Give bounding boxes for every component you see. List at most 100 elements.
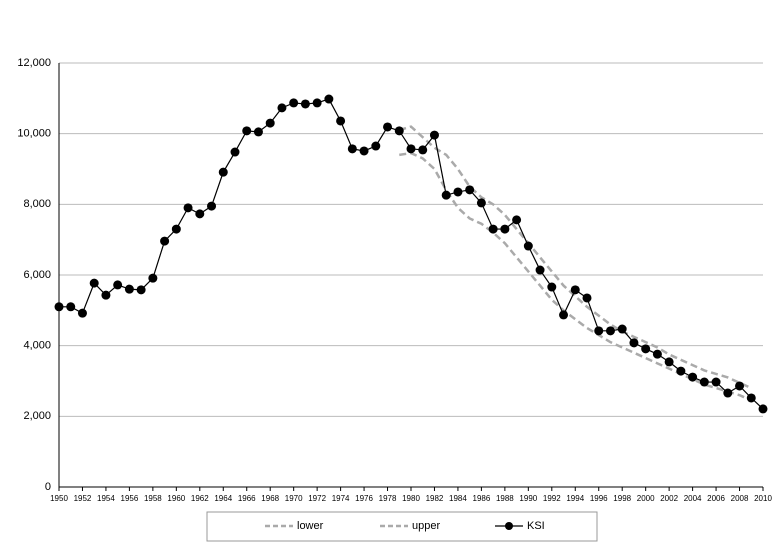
y-tick-label: 8,000 [23, 198, 51, 210]
data-point [441, 190, 451, 200]
x-tick-label: 1996 [590, 494, 608, 503]
series-line [399, 151, 752, 402]
data-point [559, 310, 569, 320]
data-point [652, 349, 662, 359]
x-tick-label: 1964 [214, 494, 232, 503]
y-tick-label: 0 [45, 481, 51, 493]
x-tick-label: 1994 [566, 494, 584, 503]
x-tick-label: 1958 [144, 494, 162, 503]
data-point [265, 118, 275, 128]
x-tick-label: 1972 [308, 494, 326, 503]
data-point [535, 265, 545, 275]
data-point [218, 167, 228, 177]
x-tick-label: 1998 [613, 494, 631, 503]
data-point [699, 377, 709, 387]
x-tick-label: 1952 [74, 494, 92, 503]
data-point [500, 224, 510, 234]
y-tick-label: 10,000 [17, 128, 51, 140]
x-tick-label: 1992 [543, 494, 561, 503]
x-tick-label: 2002 [660, 494, 678, 503]
y-tick-label: 4,000 [23, 340, 51, 352]
data-point [723, 388, 733, 398]
data-point [512, 215, 522, 225]
data-point [124, 284, 134, 294]
data-point [160, 236, 170, 246]
legend-label: KSI [527, 520, 545, 532]
x-tick-label: 1974 [332, 494, 350, 503]
data-point [136, 285, 146, 295]
y-tick-label: 2,000 [23, 410, 51, 422]
data-point [66, 302, 76, 312]
data-point [605, 326, 615, 336]
data-point [664, 357, 674, 367]
data-point [735, 381, 745, 391]
data-point [54, 302, 64, 312]
data-point [230, 147, 240, 157]
x-tick-label: 2000 [637, 494, 655, 503]
x-tick-label: 1956 [121, 494, 139, 503]
x-tick-label: 2004 [684, 494, 702, 503]
data-point [77, 308, 87, 318]
x-tick-label: 2008 [731, 494, 749, 503]
data-point [523, 241, 533, 251]
data-point [171, 224, 181, 234]
data-point [617, 324, 627, 334]
y-tick-label: 6,000 [23, 269, 51, 281]
legend-label: upper [412, 520, 440, 532]
data-point [253, 127, 263, 137]
data-point [758, 404, 768, 414]
data-point [429, 130, 439, 140]
x-tick-label: 1950 [50, 494, 68, 503]
data-point [394, 126, 404, 136]
x-tick-label: 1986 [473, 494, 491, 503]
x-tick-label: 1982 [426, 494, 444, 503]
x-tick-label: 1990 [519, 494, 537, 503]
data-point [183, 203, 193, 213]
data-point [207, 201, 217, 211]
data-point [547, 282, 557, 292]
data-point [113, 280, 123, 290]
data-point [676, 366, 686, 376]
data-point [242, 126, 252, 136]
data-point [300, 99, 310, 109]
data-point [488, 224, 498, 234]
x-tick-label: 1978 [379, 494, 397, 503]
x-tick-label: 1968 [261, 494, 279, 503]
data-point [148, 273, 158, 283]
legend-label: lower [297, 520, 324, 532]
x-tick-label: 1960 [167, 494, 185, 503]
data-point [89, 278, 99, 288]
x-tick-label: 1966 [238, 494, 256, 503]
data-point [594, 326, 604, 336]
data-point [195, 209, 205, 219]
data-point [383, 122, 393, 132]
x-tick-label: 1988 [496, 494, 514, 503]
data-point [289, 98, 299, 108]
data-point [570, 285, 580, 295]
x-tick-label: 1954 [97, 494, 115, 503]
data-point [359, 146, 369, 156]
x-tick-label: 2010 [754, 494, 772, 503]
data-point [101, 290, 111, 300]
series-line [398, 125, 752, 390]
data-point [418, 145, 428, 155]
y-tick-label: 12,000 [17, 57, 51, 69]
data-point [324, 94, 334, 104]
data-point [641, 344, 651, 354]
data-point [371, 141, 381, 151]
data-point [347, 144, 357, 154]
data-point [336, 116, 346, 126]
data-point [465, 185, 475, 195]
data-point [406, 144, 416, 154]
x-tick-label: 1980 [402, 494, 420, 503]
x-tick-label: 1962 [191, 494, 209, 503]
data-point [582, 293, 592, 303]
data-point [629, 338, 639, 348]
data-point [453, 187, 463, 197]
data-point [476, 198, 486, 208]
x-tick-label: 1976 [355, 494, 373, 503]
data-point [277, 103, 287, 113]
x-tick-label: 1970 [285, 494, 303, 503]
x-tick-label: 1984 [449, 494, 467, 503]
